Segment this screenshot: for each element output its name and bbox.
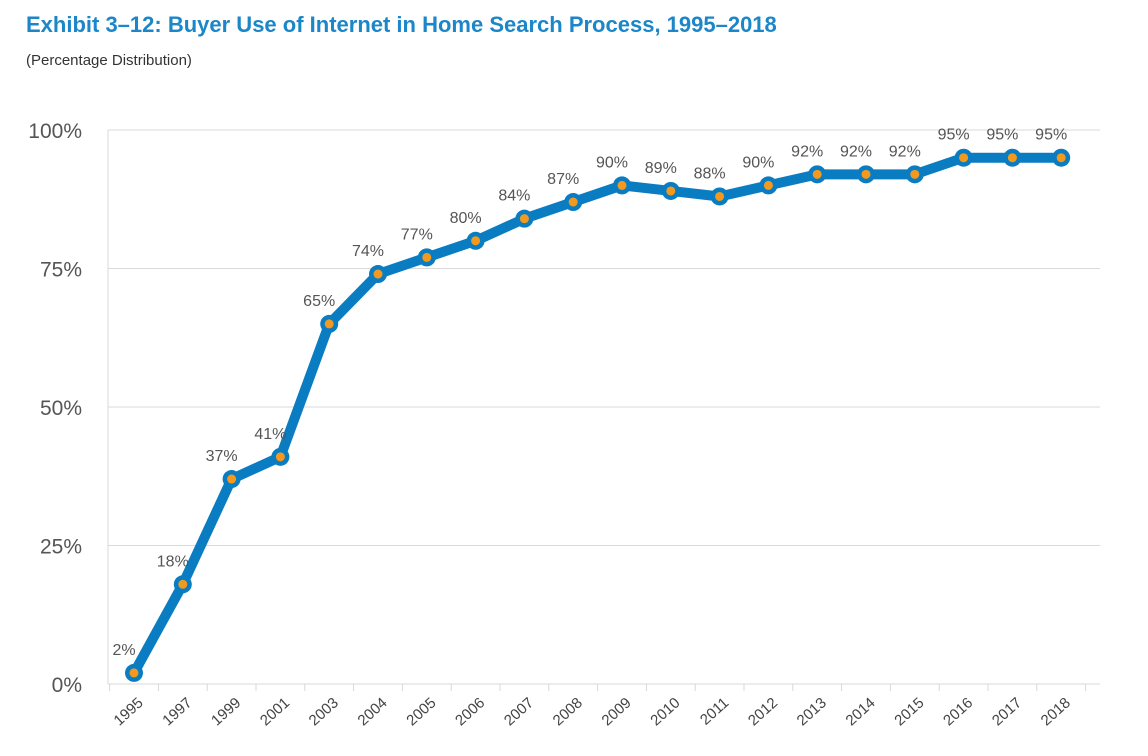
gridlines (108, 129, 1100, 685)
y-tick-label: 25% (40, 536, 82, 559)
data-label: 84% (498, 188, 530, 205)
data-label: 41% (254, 426, 286, 443)
data-point (910, 169, 920, 179)
y-tick-label: 75% (40, 259, 82, 282)
data-label: 95% (938, 127, 970, 144)
y-tick-label: 50% (40, 397, 82, 420)
data-label: 2% (112, 642, 135, 659)
data-label: 74% (352, 243, 384, 260)
data-point (763, 180, 773, 190)
x-tick-label: 1997 (159, 694, 195, 729)
data-point (617, 180, 627, 190)
x-tick-label: 2001 (257, 694, 293, 729)
data-point (422, 252, 432, 262)
x-tick-label: 2009 (598, 694, 634, 729)
data-point (861, 169, 871, 179)
data-point (324, 319, 334, 329)
data-label: 18% (157, 553, 189, 570)
data-point (129, 668, 139, 678)
x-tick-label: 2016 (940, 694, 976, 729)
data-point (275, 452, 285, 462)
data-point (373, 269, 383, 279)
data-label: 92% (840, 143, 872, 160)
chart-subtitle: (Percentage Distribution) (26, 52, 192, 69)
y-tick-label: 100% (28, 120, 82, 143)
data-point (568, 197, 578, 207)
data-point (178, 579, 188, 589)
x-tick-label: 2003 (306, 694, 342, 729)
series-line-path (129, 152, 1067, 678)
x-tick-label: 2017 (989, 694, 1025, 729)
data-label: 89% (645, 160, 677, 177)
x-tick-label: 2015 (891, 694, 927, 729)
data-label: 90% (742, 154, 774, 171)
data-point (1056, 153, 1066, 163)
data-label: 37% (206, 448, 238, 465)
data-point (812, 169, 822, 179)
x-tick-label: 2008 (550, 694, 586, 729)
x-tick-label: 1995 (110, 694, 146, 729)
data-label: 92% (889, 143, 921, 160)
x-tick-label: 2004 (354, 694, 390, 729)
x-tick-label: 2010 (647, 694, 683, 729)
x-tick-label: 2007 (501, 694, 537, 729)
data-label: 90% (596, 154, 628, 171)
data-markers (125, 148, 1071, 682)
series-line (129, 152, 1067, 678)
data-label: 87% (547, 171, 579, 188)
data-point (959, 153, 969, 163)
x-tick-label: 2018 (1038, 694, 1074, 729)
x-tick-label: 2014 (842, 694, 878, 729)
data-label: 88% (694, 165, 726, 182)
data-point (519, 214, 529, 224)
data-label: 95% (1035, 127, 1067, 144)
data-labels: 2% 18% 37% 41% 65% 74% 77% 80% 84% 87% 90% 89% 88% 90… (112, 127, 1067, 659)
x-tick-label: 2005 (403, 694, 439, 729)
x-tick-label: 2012 (745, 694, 781, 729)
x-tick-label: 2011 (697, 694, 732, 728)
data-label: 65% (303, 293, 335, 310)
data-label: 95% (986, 127, 1018, 144)
data-point (471, 236, 481, 246)
chart-title: Exhibit 3–12: Buyer Use of Internet in H… (26, 12, 777, 37)
data-point (1007, 153, 1017, 163)
x-tick-label: 1999 (208, 694, 244, 729)
data-label: 80% (450, 210, 482, 227)
data-point (666, 186, 676, 196)
x-tick-label: 2006 (452, 694, 488, 729)
x-tick-label: 2013 (794, 694, 830, 729)
data-label: 77% (401, 226, 433, 243)
y-tick-label: 0% (52, 674, 82, 697)
data-label: 92% (791, 143, 823, 160)
data-point (227, 474, 237, 484)
data-point (715, 191, 725, 201)
